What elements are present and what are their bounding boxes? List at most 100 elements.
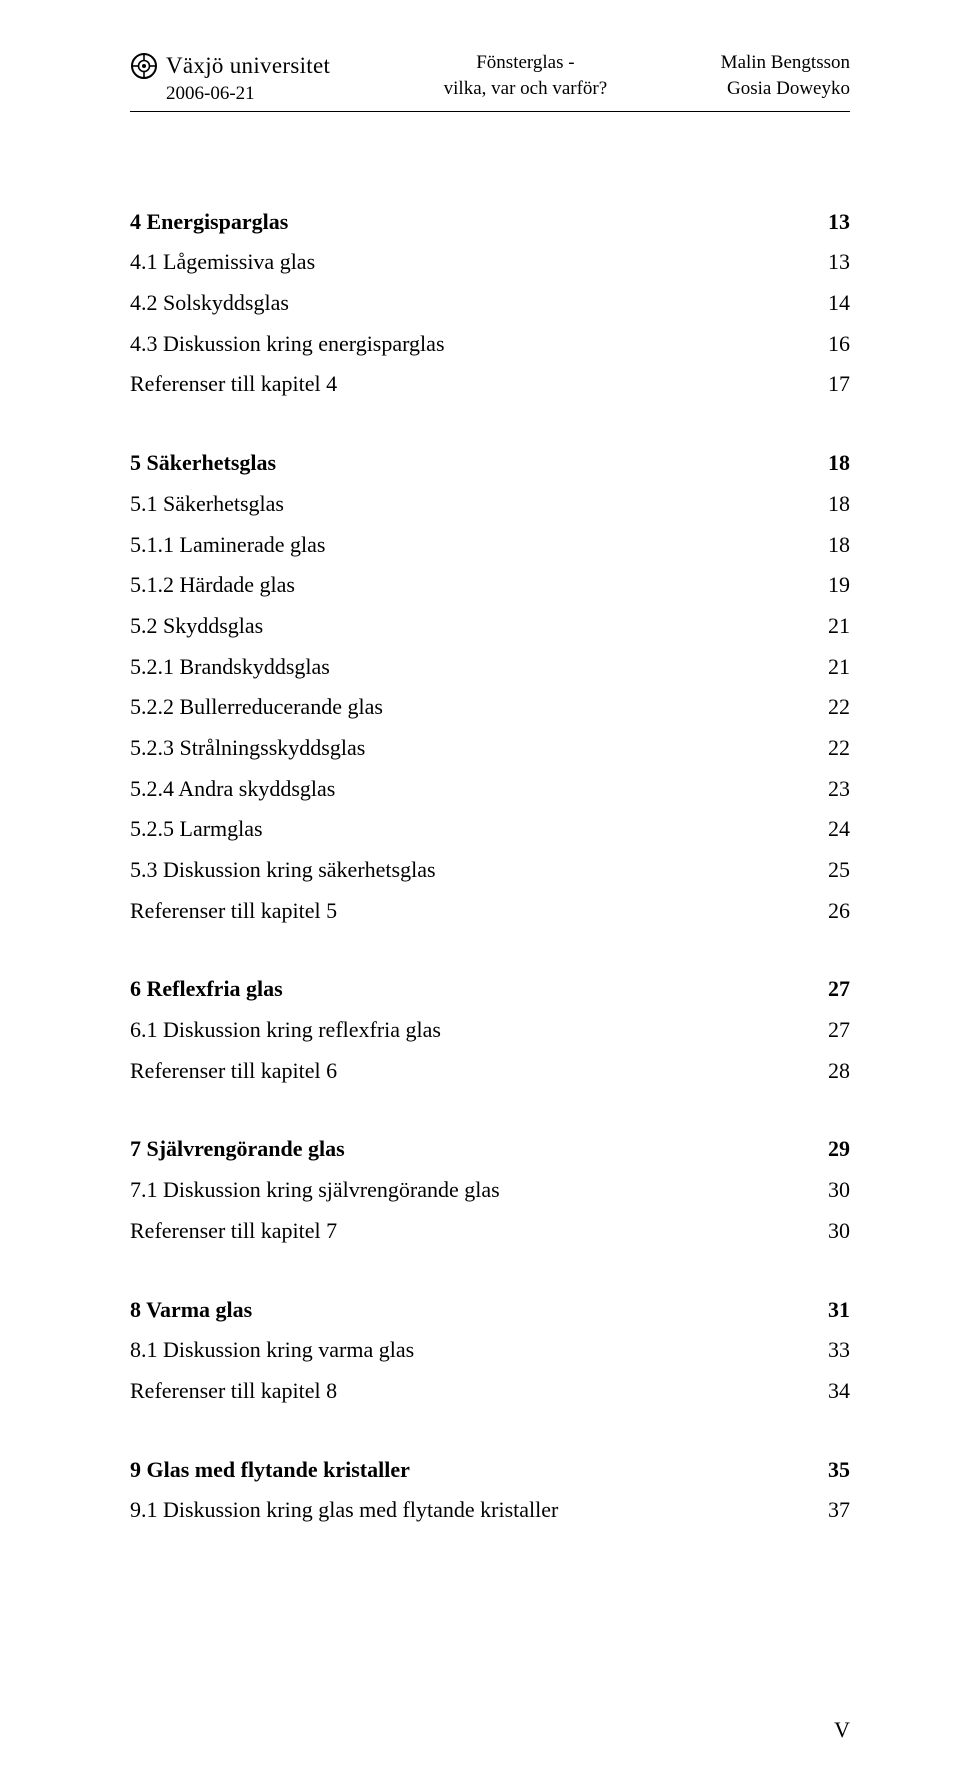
university-logo-icon xyxy=(130,52,158,88)
toc-row: 8.1 Diskussion kring varma glas 33 xyxy=(130,1330,850,1371)
header-center: Fönsterglas - vilka, var och varför? xyxy=(444,50,608,101)
page: Växjö universitet 2006-06-21 Fönsterglas… xyxy=(0,0,960,1783)
toc-row: 5.2.5 Larmglas 24 xyxy=(130,809,850,850)
table-of-contents: 4 Energisparglas134.1 Lågemissiva glas 13… xyxy=(130,202,850,1531)
toc-label: 6.1 Diskussion kring reflexfria glas xyxy=(130,1010,441,1051)
toc-label: Referenser till kapitel 5 xyxy=(130,891,337,932)
toc-row: Referenser till kapitel 6 28 xyxy=(130,1051,850,1092)
toc-page-number: 27 xyxy=(800,1010,850,1051)
toc-row: Referenser till kapitel 5 26 xyxy=(130,891,850,932)
toc-page-number: 23 xyxy=(800,769,850,810)
toc-row: 5.1 Säkerhetsglas18 xyxy=(130,484,850,525)
toc-label: 7 Självrengörande glas xyxy=(130,1129,345,1170)
toc-row: 9.1 Diskussion kring glas med flytande k… xyxy=(130,1490,850,1531)
toc-row: Referenser till kapitel 8 34 xyxy=(130,1371,850,1412)
toc-label: Referenser till kapitel 6 xyxy=(130,1051,337,1092)
toc-label: 8 Varma glas xyxy=(130,1290,252,1331)
toc-page-number: 21 xyxy=(800,606,850,647)
toc-row: 5.3 Diskussion kring säkerhetsglas 25 xyxy=(130,850,850,891)
toc-page-number: 30 xyxy=(800,1211,850,1252)
toc-label: 9.1 Diskussion kring glas med flytande k… xyxy=(130,1490,558,1531)
toc-page-number: 31 xyxy=(800,1290,850,1331)
toc-label: 5.2.4 Andra skyddsglas xyxy=(130,769,335,810)
toc-page-number: 26 xyxy=(800,891,850,932)
toc-label: 5.2.5 Larmglas xyxy=(130,809,263,850)
toc-page-number: 34 xyxy=(800,1371,850,1412)
toc-label: 4.2 Solskyddsglas xyxy=(130,283,289,324)
toc-row: 5.2.3 Strålningsskyddsglas 22 xyxy=(130,728,850,769)
toc-row: 9 Glas med flytande kristaller 35 xyxy=(130,1450,850,1491)
header-left-text: Växjö universitet 2006-06-21 xyxy=(166,50,330,107)
toc-label: 5.2.2 Bullerreducerande glas xyxy=(130,687,383,728)
toc-group: 6 Reflexfria glas 27 6.1 Diskussion kring … xyxy=(130,969,850,1091)
author-2: Gosia Doweyko xyxy=(721,76,850,102)
toc-page-number: 14 xyxy=(800,283,850,324)
toc-label: Referenser till kapitel 7 xyxy=(130,1211,337,1252)
page-number: V xyxy=(834,1717,850,1743)
toc-row: 5.1.1 Laminerade glas18 xyxy=(130,525,850,566)
toc-page-number: 28 xyxy=(800,1051,850,1092)
toc-label: Referenser till kapitel 4 xyxy=(130,364,337,405)
toc-page-number: 33 xyxy=(800,1330,850,1371)
header-right: Malin Bengtsson Gosia Doweyko xyxy=(721,50,850,101)
toc-page-number: 22 xyxy=(800,687,850,728)
toc-label: 5.3 Diskussion kring säkerhetsglas xyxy=(130,850,436,891)
toc-row: 4.1 Lågemissiva glas 13 xyxy=(130,242,850,283)
toc-row: 5.2.4 Andra skyddsglas 23 xyxy=(130,769,850,810)
toc-page-number: 35 xyxy=(800,1450,850,1491)
toc-row: 5 Säkerhetsglas 18 xyxy=(130,443,850,484)
toc-group: 5 Säkerhetsglas185.1 Säkerhetsglas185.1.… xyxy=(130,443,850,931)
toc-row: 4.2 Solskyddsglas 14 xyxy=(130,283,850,324)
toc-row: 5.2 Skyddsglas 21 xyxy=(130,606,850,647)
toc-label: 4.3 Diskussion kring energisparglas xyxy=(130,324,445,365)
toc-label: 9 Glas med flytande kristaller xyxy=(130,1450,410,1491)
author-1: Malin Bengtsson xyxy=(721,50,850,76)
toc-row: 6 Reflexfria glas 27 xyxy=(130,969,850,1010)
page-header: Växjö universitet 2006-06-21 Fönsterglas… xyxy=(130,50,850,107)
toc-group: 8 Varma glas318.1 Diskussion kring varma… xyxy=(130,1290,850,1412)
doc-title-line2: vilka, var och varför? xyxy=(444,76,608,102)
toc-page-number: 18 xyxy=(800,484,850,525)
header-left: Växjö universitet 2006-06-21 xyxy=(130,50,330,107)
toc-group: 4 Energisparglas134.1 Lågemissiva glas 13… xyxy=(130,202,850,405)
document-date: 2006-06-21 xyxy=(166,81,330,107)
doc-title-line1: Fönsterglas - xyxy=(444,50,608,76)
toc-page-number: 21 xyxy=(800,647,850,688)
toc-row: Referenser till kapitel 7 30 xyxy=(130,1211,850,1252)
toc-page-number: 27 xyxy=(800,969,850,1010)
toc-page-number: 16 xyxy=(800,324,850,365)
toc-label: 5.2.3 Strålningsskyddsglas xyxy=(130,728,365,769)
toc-label: Referenser till kapitel 8 xyxy=(130,1371,337,1412)
toc-label: 8.1 Diskussion kring varma glas xyxy=(130,1330,414,1371)
toc-row: Referenser till kapitel 417 xyxy=(130,364,850,405)
toc-row: 4 Energisparglas13 xyxy=(130,202,850,243)
toc-page-number: 22 xyxy=(800,728,850,769)
toc-row: 4.3 Diskussion kring energisparglas 16 xyxy=(130,324,850,365)
toc-label: 5.1.2 Härdade glas xyxy=(130,565,295,606)
toc-row: 7 Självrengörande glas 29 xyxy=(130,1129,850,1170)
header-divider xyxy=(130,111,850,112)
toc-label: 7.1 Diskussion kring självrengörande gla… xyxy=(130,1170,500,1211)
toc-label: 6 Reflexfria glas xyxy=(130,969,283,1010)
toc-label: 5.2 Skyddsglas xyxy=(130,606,263,647)
toc-label: 5.2.1 Brandskyddsglas xyxy=(130,647,330,688)
toc-page-number: 29 xyxy=(800,1129,850,1170)
toc-page-number: 30 xyxy=(800,1170,850,1211)
toc-label: 5 Säkerhetsglas xyxy=(130,443,276,484)
toc-page-number: 37 xyxy=(800,1490,850,1531)
toc-page-number: 25 xyxy=(800,850,850,891)
toc-group: 9 Glas med flytande kristaller 35 9.1 Disk… xyxy=(130,1450,850,1531)
toc-group: 7 Självrengörande glas 29 7.1 Diskussion k… xyxy=(130,1129,850,1251)
toc-row: 8 Varma glas 31 xyxy=(130,1290,850,1331)
toc-page-number: 24 xyxy=(800,809,850,850)
toc-row: 5.1.2 Härdade glas 19 xyxy=(130,565,850,606)
toc-row: 7.1 Diskussion kring självrengörande gla… xyxy=(130,1170,850,1211)
toc-page-number: 18 xyxy=(800,443,850,484)
toc-row: 5.2.1 Brandskyddsglas 21 xyxy=(130,647,850,688)
toc-label: 4.1 Lågemissiva glas xyxy=(130,242,315,283)
toc-page-number: 13 xyxy=(800,242,850,283)
toc-page-number: 19 xyxy=(800,565,850,606)
university-name: Växjö universitet xyxy=(166,50,330,81)
toc-page-number: 18 xyxy=(800,525,850,566)
toc-page-number: 13 xyxy=(800,202,850,243)
